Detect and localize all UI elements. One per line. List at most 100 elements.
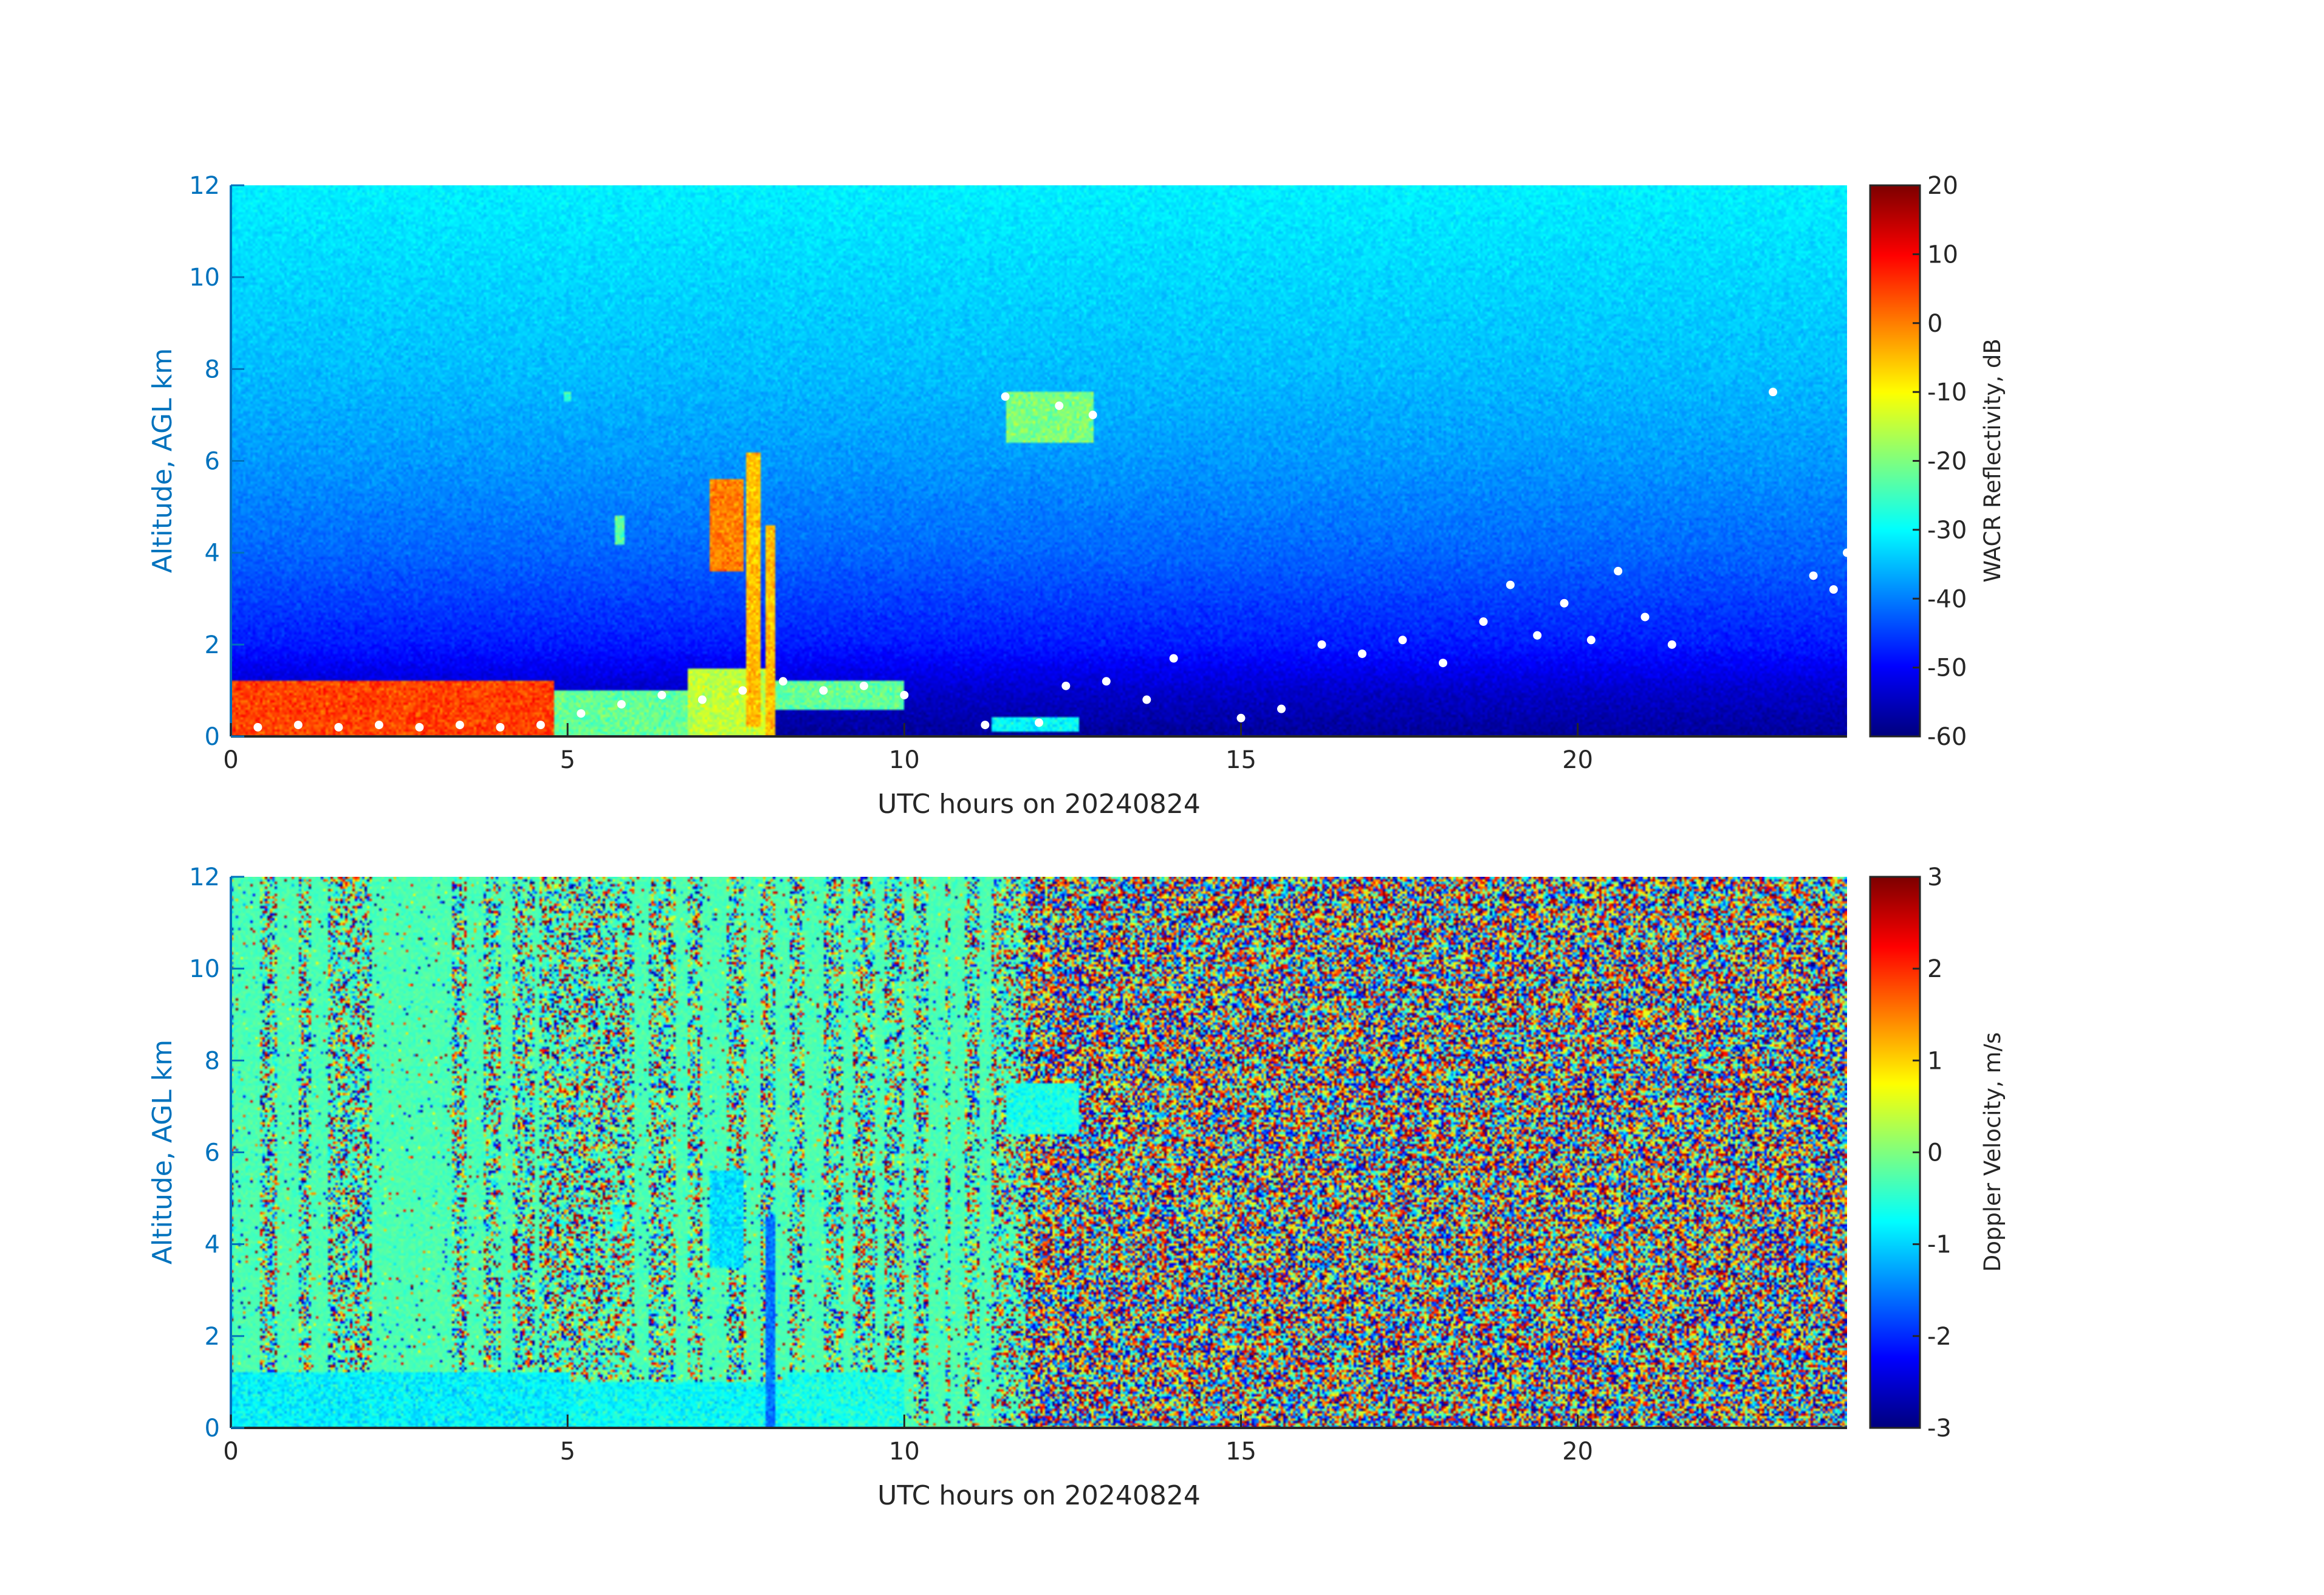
y-tick-label: 10 [189,264,220,292]
overlay-point [1506,580,1515,589]
overlay-point [1055,401,1064,410]
x-tick-label: 10 [889,746,920,774]
overlay-point [1169,654,1178,663]
reflectivity-y-axis-title: Altitude, AGL km [147,348,178,573]
overlay-point [1088,410,1097,419]
x-tick-label: 10 [889,1438,920,1466]
doppler-x-ticks: 0 5 10 15 20 [223,1415,1593,1466]
y-tick-label: 0 [205,723,220,751]
colorbar-tick-label: -2 [1927,1323,1952,1351]
overlay-point [1035,718,1043,727]
reflectivity-heatmap-image [231,185,1847,736]
overlay-point [1829,585,1838,594]
colorbar-tick-label: -20 [1927,448,1967,476]
colorbar-tick-label: -30 [1927,516,1967,544]
x-tick-label: 15 [1225,1438,1256,1466]
y-tick-label: 12 [189,172,220,200]
doppler-velocity-heatmap-image [231,877,1847,1428]
overlay-point [496,722,505,732]
reflectivity-overlay-points [253,388,1851,732]
overlay-point [617,700,626,709]
overlay-point [253,722,262,732]
reflectivity-panel: 0 5 10 15 20 0 2 4 6 8 10 12 UTC hours on 20240824… [147,172,2006,820]
overlay-point [1769,388,1778,397]
reflectivity-y-ticks: 0 2 4 6 8 10 12 [189,172,244,751]
x-tick-label: 5 [560,1438,575,1466]
overlay-point [577,709,586,718]
colorbar-tick-label: 1 [1927,1047,1942,1075]
overlay-point [1439,659,1447,668]
overlay-point [455,721,464,730]
reflectivity-x-axis-title: UTC hours on 20240824 [877,789,1201,820]
overlay-point [1061,681,1071,690]
overlay-point [1001,392,1010,401]
x-tick-label: 0 [223,1438,238,1466]
y-tick-label: 2 [205,1323,220,1351]
colorbar-tick-label: 20 [1927,172,1958,200]
y-tick-label: 0 [205,1415,220,1442]
y-tick-label: 2 [205,631,220,659]
overlay-point [1142,695,1151,704]
overlay-point [1667,640,1676,649]
overlay-point [1236,713,1246,722]
reflectivity-x-ticks: 0 5 10 15 20 [223,723,1593,774]
colorbar-tick-label: -1 [1927,1231,1952,1259]
overlay-point [1358,649,1366,658]
doppler-x-axis-title: UTC hours on 20240824 [877,1480,1201,1511]
colorbar-tick-label: 3 [1927,863,1942,891]
y-tick-label: 8 [205,355,220,383]
y-tick-label: 4 [205,1231,220,1259]
overlay-point [1277,704,1286,713]
colorbar-tick-label: 0 [1927,1139,1942,1167]
doppler-velocity-colorbar [1870,877,1920,1428]
y-tick-label: 6 [205,1139,220,1167]
doppler-colorbar-title: Doppler Velocity, m/s [1980,1032,2006,1272]
colorbar-tick-label: 0 [1927,310,1942,338]
doppler-y-ticks: 0 2 4 6 8 10 12 [189,863,244,1442]
x-tick-label: 5 [560,746,575,774]
overlay-point [859,681,868,690]
overlay-point [900,690,909,699]
doppler-colorbar-ticks: 3 2 1 0 -1 -2 -3 [1913,863,1952,1442]
x-tick-label: 20 [1562,746,1593,774]
overlay-point [657,690,667,699]
overlay-point [1586,636,1596,645]
overlay-point [819,686,828,695]
overlay-point [778,677,787,686]
reflectivity-colorbar-ticks: 20 10 0 -10 -20 -30 -40 -50 -60 [1913,172,1967,751]
colorbar-tick-label: 10 [1927,241,1958,269]
overlay-point [1640,612,1650,622]
overlay-point [334,722,343,732]
colorbar-tick-label: -3 [1927,1415,1952,1442]
overlay-point [698,695,707,704]
y-tick-label: 6 [205,448,220,476]
overlay-point [374,721,383,730]
y-tick-label: 8 [205,1047,220,1075]
overlay-point [293,721,303,730]
reflectivity-colorbar-title: WACR Reflectivity, dB [1980,338,2006,583]
colorbar-tick-label: -40 [1927,585,1967,613]
overlay-point [1398,636,1407,645]
colorbar-tick-label: -10 [1927,379,1967,406]
overlay-point [1479,617,1488,626]
doppler-y-axis-title: Altitude, AGL km [147,1040,178,1264]
overlay-point [1560,599,1569,608]
colorbar-tick-label: 2 [1927,955,1942,983]
overlay-point [1533,631,1542,640]
overlay-point [536,721,545,730]
colorbar-tick-label: -50 [1927,654,1967,682]
reflectivity-colorbar [1870,185,1920,736]
overlay-point [415,722,424,732]
y-tick-label: 4 [205,540,220,568]
overlay-point [1614,566,1623,575]
overlay-point [981,721,990,730]
overlay-point [1102,677,1111,686]
overlay-point [1317,640,1326,649]
x-tick-label: 0 [223,746,238,774]
colorbar-tick-label: -60 [1927,723,1967,751]
overlay-point [738,686,747,695]
y-tick-label: 10 [189,955,220,983]
y-tick-label: 12 [189,863,220,891]
